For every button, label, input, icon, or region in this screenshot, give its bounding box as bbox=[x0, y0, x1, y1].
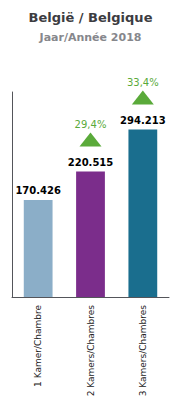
svg-text:220.515: 220.515 bbox=[68, 157, 114, 168]
svg-text:1 Kamer/Chambre: 1 Kamer/Chambre bbox=[33, 305, 43, 387]
svg-text:België / Belgique: België / Belgique bbox=[29, 10, 153, 25]
svg-text:29,4%: 29,4% bbox=[75, 119, 107, 130]
svg-text:2 Kamers/Chambres: 2 Kamers/Chambres bbox=[86, 305, 96, 397]
svg-text:33,4%: 33,4% bbox=[127, 77, 159, 88]
svg-text:294.213: 294.213 bbox=[120, 115, 166, 126]
svg-text:Jaar/Année 2018: Jaar/Année 2018 bbox=[39, 31, 142, 44]
svg-text:170.426: 170.426 bbox=[15, 185, 61, 196]
svg-text:3 Kamers/Chambres: 3 Kamers/Chambres bbox=[138, 305, 148, 397]
